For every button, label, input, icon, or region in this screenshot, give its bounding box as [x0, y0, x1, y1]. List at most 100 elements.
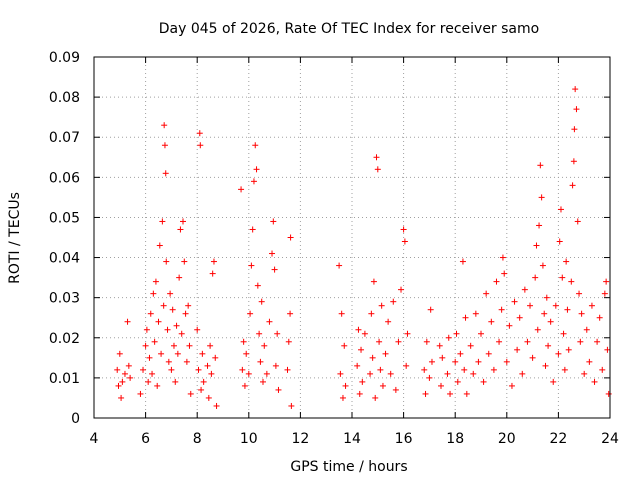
data-point: [250, 178, 257, 185]
data-point: [576, 290, 583, 297]
data-point: [385, 318, 392, 325]
data-point: [158, 350, 165, 357]
data-point: [543, 294, 550, 301]
data-point: [603, 278, 610, 285]
data-point: [137, 390, 144, 397]
y-tick-label: 0: [71, 411, 80, 427]
data-point: [421, 366, 428, 373]
data-point: [205, 394, 212, 401]
data-point: [125, 362, 132, 369]
data-point: [261, 342, 268, 349]
x-tick-label: 24: [601, 431, 619, 447]
data-point: [574, 218, 581, 225]
data-point: [241, 382, 248, 389]
data-point: [174, 350, 181, 357]
data-point: [354, 362, 361, 369]
y-tick-label: 0.05: [49, 210, 80, 226]
data-point: [550, 378, 557, 385]
data-point: [170, 342, 177, 349]
data-point: [404, 330, 411, 337]
data-point: [564, 306, 571, 313]
data-point: [529, 354, 536, 361]
y-tick-label: 0.07: [49, 130, 80, 146]
data-point: [124, 318, 131, 325]
data-point: [160, 302, 167, 309]
data-point: [545, 342, 552, 349]
data-point: [499, 254, 506, 261]
x-tick-label: 14: [343, 431, 361, 447]
data-point: [581, 370, 588, 377]
data-point: [367, 370, 374, 377]
data-point: [472, 310, 479, 317]
data-point: [533, 242, 540, 249]
data-point: [457, 350, 464, 357]
data-point: [573, 106, 580, 113]
data-point: [398, 286, 405, 293]
data-point: [243, 350, 250, 357]
data-point: [169, 306, 176, 313]
data-point: [336, 262, 343, 269]
data-point: [150, 290, 157, 297]
data-point: [199, 350, 206, 357]
data-point: [555, 350, 562, 357]
data-point: [514, 346, 521, 353]
data-point: [390, 298, 397, 305]
grid-lines: [94, 57, 610, 418]
data-point: [168, 366, 175, 373]
data-point: [392, 386, 399, 393]
data-point: [178, 330, 185, 337]
data-point: [342, 382, 349, 389]
data-point: [140, 366, 147, 373]
data-point: [462, 314, 469, 321]
data-point: [521, 286, 528, 293]
data-point: [444, 370, 451, 377]
data-point: [114, 366, 121, 373]
data-point: [559, 274, 566, 281]
x-tick-label: 22: [549, 431, 567, 447]
data-point: [115, 382, 122, 389]
data-point: [454, 378, 461, 385]
data-point: [572, 86, 579, 93]
data-point: [213, 402, 220, 409]
data-point: [200, 378, 207, 385]
data-point: [287, 310, 294, 317]
data-point: [524, 338, 531, 345]
data-point: [478, 330, 484, 337]
data-point: [187, 390, 194, 397]
data-point: [547, 318, 554, 325]
data-point: [511, 298, 518, 305]
data-point: [586, 358, 593, 365]
data-point: [254, 282, 261, 289]
data-point: [143, 326, 150, 333]
x-tick-label: 6: [141, 431, 150, 447]
data-point: [470, 370, 477, 377]
data-point: [467, 342, 474, 349]
data-point: [245, 370, 252, 377]
data-point: [207, 342, 214, 349]
data-point: [198, 386, 205, 393]
data-point: [155, 318, 162, 325]
y-tick-label: 0.01: [49, 371, 80, 387]
data-point: [195, 366, 202, 373]
data-point: [172, 378, 179, 385]
data-point: [568, 278, 575, 285]
data-point: [538, 194, 545, 201]
data-point: [127, 374, 134, 381]
data-point: [452, 358, 459, 365]
data-point: [259, 378, 266, 385]
data-point: [519, 370, 526, 377]
data-point: [542, 362, 549, 369]
data-point: [159, 218, 166, 225]
y-tick-label: 0.09: [49, 50, 80, 66]
x-tick-label: 8: [193, 431, 202, 447]
data-point: [272, 362, 279, 369]
data-point: [483, 290, 490, 297]
data-points: [114, 86, 612, 409]
data-point: [257, 358, 264, 365]
data-point: [436, 342, 443, 349]
data-point: [583, 326, 590, 333]
data-point: [358, 346, 365, 353]
data-point: [252, 142, 259, 149]
data-point: [379, 382, 386, 389]
